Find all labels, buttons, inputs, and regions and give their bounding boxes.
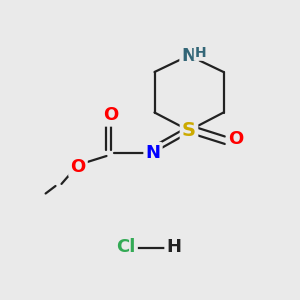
Text: H: H	[167, 238, 182, 256]
Text: H: H	[194, 46, 206, 60]
Text: N: N	[182, 46, 196, 64]
Text: O: O	[228, 130, 243, 148]
Text: Cl: Cl	[116, 238, 136, 256]
Text: O: O	[103, 106, 118, 124]
Text: O: O	[70, 158, 86, 175]
Text: S: S	[182, 121, 196, 140]
Text: N: N	[146, 144, 160, 162]
